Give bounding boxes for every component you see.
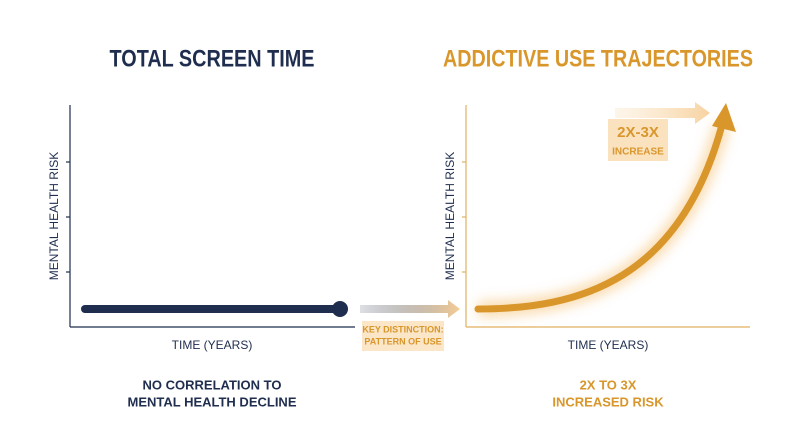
increase-box [608, 119, 668, 161]
right-y-label: MENTAL HEALTH RISK [443, 152, 457, 280]
left-caption: MENTAL HEALTH DECLINE [128, 394, 297, 409]
increase-text: 2X-3X [617, 124, 659, 141]
increase-arrow [615, 102, 710, 124]
right-caption: 2X TO 3X [580, 377, 637, 392]
left-x-label: TIME (YEARS) [172, 338, 253, 352]
left-title: TOTAL SCREEN TIME [110, 45, 315, 72]
right-x-label: TIME (YEARS) [568, 338, 649, 352]
curve-arrowhead [712, 103, 736, 132]
increase-text: INCREASE [612, 147, 664, 158]
key-text: KEY DISTINCTION: [362, 324, 443, 334]
left-y-label: MENTAL HEALTH RISK [47, 152, 61, 280]
key-text: PATTERN OF USE [364, 336, 441, 346]
rising-curve [474, 121, 726, 313]
right-title: ADDICTIVE USE TRAJECTORIES [443, 45, 753, 72]
left-axes [66, 105, 355, 328]
left-caption: NO CORRELATION TO [143, 377, 282, 392]
right-caption: INCREASED RISK [552, 394, 664, 409]
line-end-dot [332, 301, 348, 317]
right-axes [462, 105, 750, 328]
transition-arrow [360, 300, 460, 318]
key-box [362, 321, 444, 351]
